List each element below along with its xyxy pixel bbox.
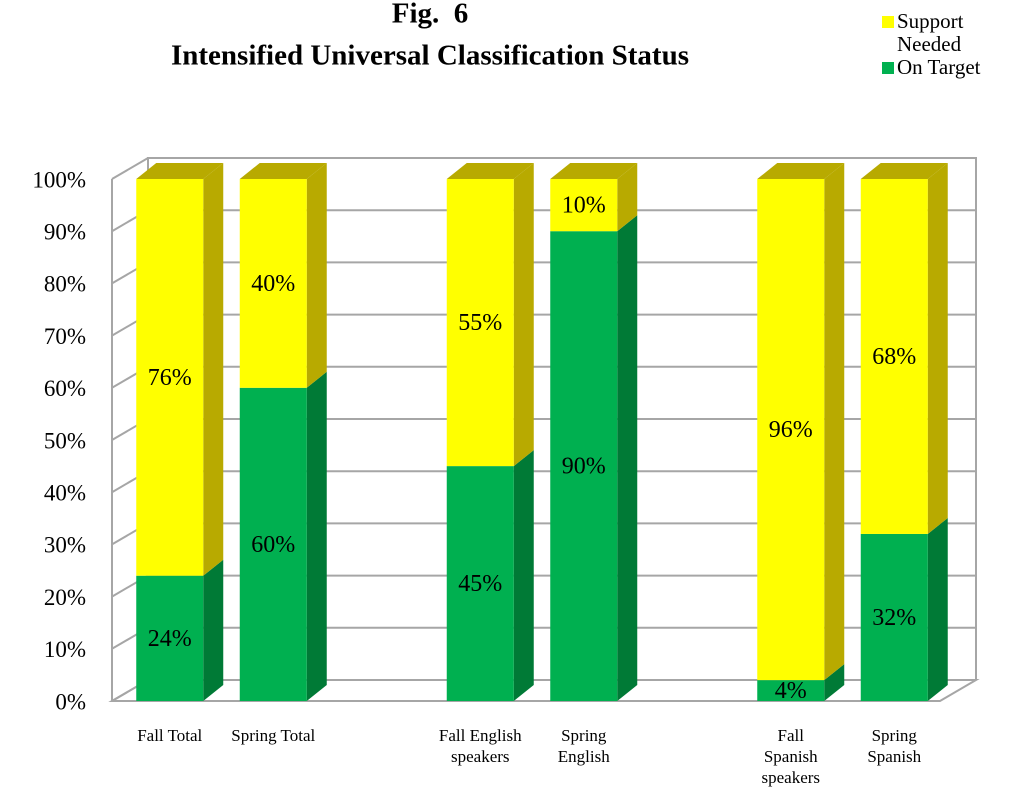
- legend-label: On Target: [897, 55, 981, 79]
- bar-side: [203, 163, 224, 576]
- grid-line: [111, 157, 976, 180]
- bar-side: [927, 163, 948, 534]
- data-label: 40%: [251, 271, 295, 297]
- bar: [136, 575, 204, 701]
- y-tick-label: 20%: [44, 585, 86, 610]
- bar-side: [306, 371, 327, 701]
- data-label: 76%: [148, 365, 192, 391]
- bar-side: [927, 517, 948, 701]
- bar: [757, 179, 825, 681]
- bar-top: [757, 163, 845, 179]
- y-tick-label: 10%: [44, 637, 86, 662]
- bar: [446, 466, 514, 701]
- y-tick-label: 80%: [44, 272, 86, 297]
- bar: [239, 387, 307, 701]
- bar-side: [617, 215, 638, 701]
- y-tick-label: 0%: [55, 689, 86, 714]
- data-label: 24%: [148, 626, 192, 652]
- bar-side: [306, 163, 327, 388]
- data-label: 32%: [872, 605, 916, 631]
- x-tick-label: Fall Total: [137, 726, 203, 745]
- legend-swatch: [882, 16, 894, 28]
- y-tick-label: 70%: [44, 324, 86, 349]
- bar: [550, 179, 618, 232]
- bar: [550, 231, 618, 701]
- y-tick-label: 50%: [44, 428, 86, 453]
- y-tick-label: 90%: [44, 219, 86, 244]
- bar: [860, 533, 928, 701]
- bar-side: [617, 163, 638, 232]
- x-tick-label: Spring Total: [231, 726, 316, 745]
- bar-side: [824, 163, 845, 681]
- bar: [757, 680, 825, 701]
- y-tick-label: 100%: [32, 167, 86, 192]
- data-label: 90%: [562, 454, 606, 480]
- y-tick-label: 40%: [44, 480, 86, 505]
- bar-top: [550, 163, 638, 179]
- bar-side: [203, 559, 224, 701]
- data-label: 60%: [251, 532, 295, 558]
- data-label: 68%: [872, 344, 916, 370]
- bar-side: [824, 664, 845, 701]
- y-tick-label: 60%: [44, 376, 86, 401]
- x-tick-label: Spring English: [557, 726, 610, 766]
- x-tick-label: Spring Spanish: [867, 726, 922, 766]
- data-label: 45%: [458, 571, 502, 597]
- bar: [239, 179, 307, 388]
- bar: [446, 179, 514, 467]
- bar-side: [513, 450, 534, 701]
- legend-label: Support Needed: [897, 9, 964, 56]
- chart-subtitle: Intensified Universal Classification Sta…: [171, 40, 689, 72]
- y-tick-label: 30%: [44, 533, 86, 558]
- bar-top: [446, 163, 534, 179]
- data-label: 10%: [562, 193, 606, 219]
- bar-top: [860, 163, 948, 179]
- bar: [136, 179, 204, 576]
- x-tick-label: Fall English speakers: [438, 726, 522, 766]
- data-label: 4%: [775, 678, 807, 704]
- data-label: 55%: [458, 310, 502, 336]
- data-label: 96%: [769, 417, 813, 443]
- chart-title: Fig. 6: [392, 0, 469, 30]
- bar-side: [513, 163, 534, 467]
- bar-top: [239, 163, 327, 179]
- legend-swatch: [882, 62, 894, 74]
- x-tick-label: Fall Spanish speakers: [761, 726, 821, 787]
- bar: [860, 179, 928, 534]
- bar-top: [136, 163, 224, 179]
